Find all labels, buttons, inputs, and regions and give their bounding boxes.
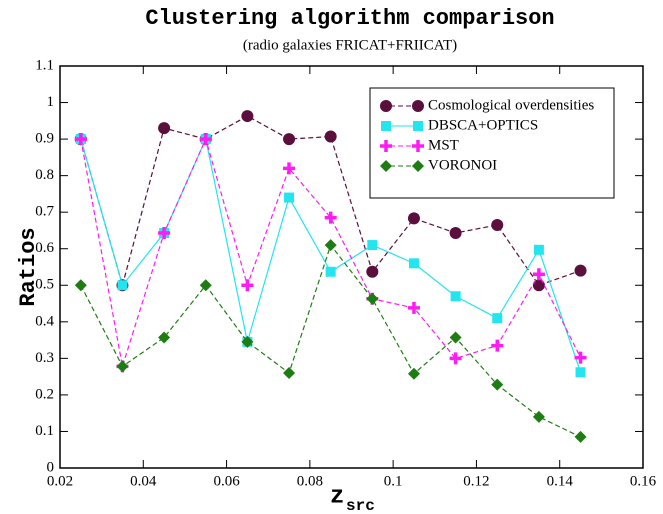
- marker: [574, 351, 587, 364]
- y-tick-label: 0.7: [35, 204, 54, 220]
- marker: [407, 212, 420, 225]
- marker: [74, 279, 87, 292]
- marker: [325, 266, 336, 277]
- marker: [158, 331, 171, 344]
- marker: [324, 239, 337, 252]
- marker: [491, 339, 504, 352]
- marker: [116, 360, 129, 373]
- y-tick-label: 0.4: [35, 313, 54, 329]
- marker: [533, 244, 544, 255]
- y-tick-label: 0.5: [35, 277, 54, 293]
- x-tick-label: 0.02: [47, 473, 73, 489]
- marker: [199, 133, 212, 146]
- y-tick-label: 1.1: [35, 57, 54, 73]
- marker: [574, 264, 587, 277]
- y-tick-label: 0.1: [35, 423, 54, 439]
- marker: [158, 227, 171, 240]
- plot-frame: [59, 65, 644, 469]
- x-tick-label: 0.16: [630, 473, 657, 489]
- legend-marker: [412, 100, 424, 112]
- y-tick-label: 0.6: [35, 240, 54, 256]
- y-tick-label: 0: [47, 459, 55, 475]
- marker: [284, 192, 295, 203]
- x-tick-label: 0.12: [463, 473, 489, 489]
- legend-marker: [380, 140, 392, 152]
- chart-subtitle: (radio galaxies FRICAT+FRIICAT): [243, 37, 457, 53]
- marker: [408, 258, 419, 269]
- marker: [575, 367, 586, 378]
- x-tick-label: 0.06: [213, 473, 240, 489]
- marker: [532, 410, 545, 423]
- x-tick-label: 0.04: [130, 473, 157, 489]
- legend-marker: [380, 160, 392, 172]
- marker: [407, 301, 420, 314]
- marker: [366, 292, 379, 305]
- marker: [491, 218, 504, 231]
- y-axis-label: Ratios: [16, 227, 41, 306]
- x-tick-label: 0.08: [297, 473, 323, 489]
- marker: [574, 430, 587, 443]
- chart-title: Clustering algorithm comparison: [145, 6, 554, 31]
- y-tick-label: 0.2: [35, 386, 54, 402]
- x-tick-label: 0.14: [547, 473, 574, 489]
- x-axis-label-sub: src: [346, 497, 375, 514]
- marker: [324, 130, 337, 143]
- marker: [532, 279, 545, 292]
- marker: [283, 133, 296, 146]
- marker: [532, 268, 545, 281]
- legend-marker: [412, 140, 424, 152]
- y-tick-label: 1: [47, 94, 55, 110]
- marker: [158, 122, 171, 135]
- marker: [407, 367, 420, 380]
- marker: [367, 240, 378, 251]
- legend-marker: [381, 121, 391, 131]
- marker: [283, 162, 296, 175]
- marker: [449, 331, 462, 344]
- legend-marker: [412, 160, 424, 172]
- legend-label: Cosmological overdensities: [428, 97, 594, 113]
- marker: [491, 378, 504, 391]
- marker: [366, 265, 379, 278]
- legend-label: DBSCA+OPTICS: [428, 117, 538, 133]
- x-tick-label: 0.1: [384, 473, 403, 489]
- marker: [241, 279, 254, 292]
- marker: [241, 110, 254, 123]
- marker: [283, 366, 296, 379]
- y-tick-label: 0.8: [35, 167, 54, 183]
- marker: [199, 279, 212, 292]
- y-tick-label: 0.3: [35, 350, 54, 366]
- legend-label: MST: [428, 137, 459, 153]
- x-axis-label: z: [330, 483, 344, 510]
- marker: [117, 280, 128, 291]
- legend-marker: [413, 121, 423, 131]
- marker: [74, 133, 87, 146]
- legend-label: VORONOI: [428, 157, 497, 173]
- marker: [450, 291, 461, 302]
- marker: [241, 335, 254, 348]
- y-tick-label: 0.9: [35, 131, 54, 147]
- marker: [449, 227, 462, 240]
- marker: [449, 352, 462, 365]
- marker: [492, 313, 503, 324]
- marker: [324, 211, 337, 224]
- legend-marker: [380, 100, 392, 112]
